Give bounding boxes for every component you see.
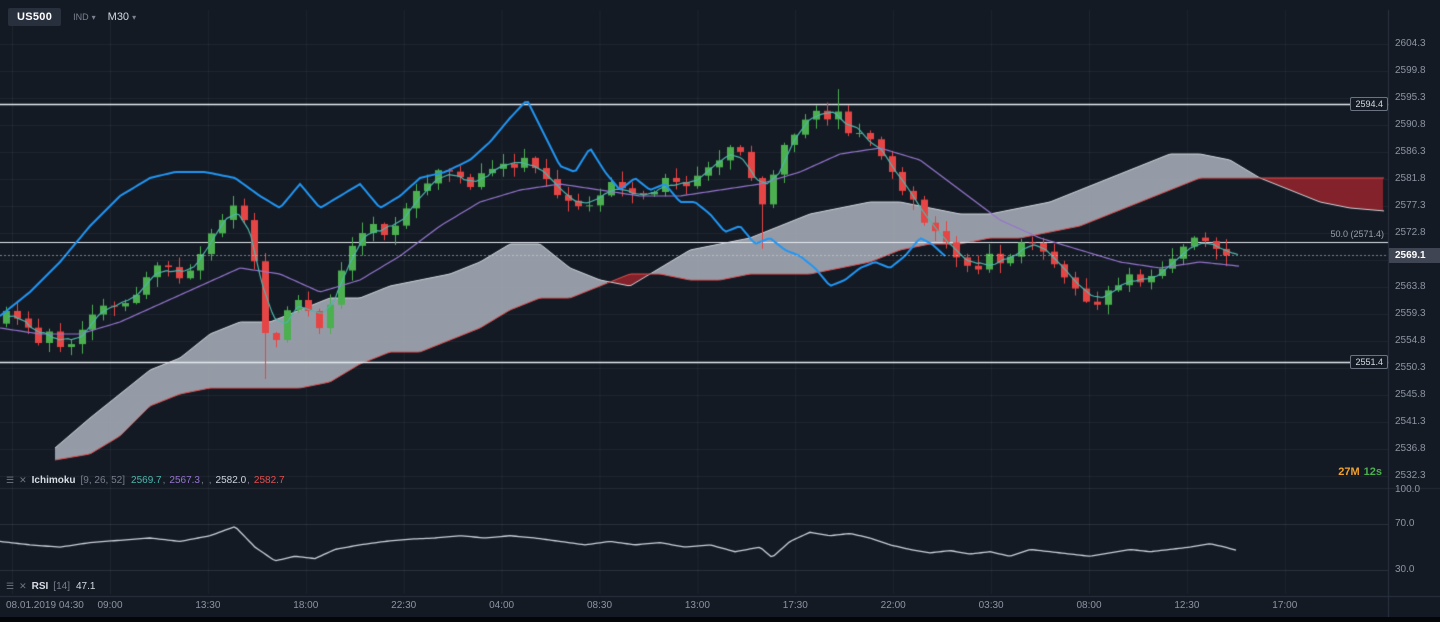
countdown-minutes: 27M bbox=[1338, 466, 1360, 478]
price-tick: 2532.3 bbox=[1395, 470, 1426, 482]
time-axis[interactable]: 08.01.2019 04:30 09:00 13:30 18:00 22:30 04:0… bbox=[0, 598, 1388, 618]
price-tick: 2590.8 bbox=[1395, 119, 1426, 131]
time-label: 08:30 bbox=[586, 600, 613, 611]
ichimoku-value-tenkan: 2569.7 bbox=[131, 474, 162, 486]
instrument-type-dropdown[interactable]: IND ▾ bbox=[73, 12, 96, 22]
time-label: 13:30 bbox=[195, 600, 221, 611]
rsi-tick: 30.0 bbox=[1395, 564, 1415, 575]
time-label: 17:00 bbox=[1272, 600, 1298, 611]
rsi-tick: 70.0 bbox=[1395, 518, 1415, 530]
price-tick: 2586.3 bbox=[1395, 146, 1426, 158]
window-bottom-strip bbox=[0, 617, 1440, 622]
price-tick: 2545.8 bbox=[1395, 389, 1426, 401]
price-tick: 2595.3 bbox=[1395, 92, 1426, 104]
ichimoku-value-senkou-b: 2582.7 bbox=[253, 474, 285, 486]
time-label: 08.01.2019 04:30 bbox=[6, 600, 84, 611]
value-separator: , bbox=[247, 474, 250, 486]
rsi-title: RSI bbox=[31, 580, 49, 592]
price-tick: 2550.3 bbox=[1395, 362, 1426, 374]
time-label: 13:00 bbox=[684, 600, 710, 611]
value-separator: , bbox=[200, 474, 204, 486]
ichimoku-legend: ☰ ✕ Ichimoku [9, 26, 52] 2569.7, 2567.3,… bbox=[6, 473, 286, 487]
chevron-down-icon: ▾ bbox=[132, 12, 137, 22]
price-tick: 2604.3 bbox=[1395, 38, 1426, 50]
ichimoku-params: [9, 26, 52] bbox=[80, 474, 126, 486]
price-axis[interactable]: 2604.3 2599.8 2595.3 2590.8 2586.3 2581.8 2577… bbox=[1388, 0, 1440, 596]
time-label: 22:30 bbox=[391, 600, 417, 611]
ichimoku-title: Ichimoku bbox=[31, 474, 76, 486]
price-tick: 2554.8 bbox=[1395, 335, 1426, 347]
time-label: 04:00 bbox=[489, 600, 515, 611]
ichimoku-value-kijun: 2567.3 bbox=[169, 474, 200, 486]
candle-countdown: 27M 12s bbox=[1338, 466, 1382, 478]
rsi-value: 47.1 bbox=[75, 580, 96, 592]
time-label: 09:00 bbox=[97, 600, 123, 611]
time-label: 17:30 bbox=[782, 600, 808, 611]
indicator-close-icon[interactable]: ✕ bbox=[19, 580, 27, 591]
rsi-params: [14] bbox=[53, 580, 70, 592]
indicator-menu-icon[interactable]: ☰ bbox=[6, 580, 15, 591]
ichimoku-value-senkou-a: 2582.0 bbox=[215, 474, 247, 486]
rsi-tick: 100.0 bbox=[1395, 484, 1421, 495]
time-label: 18:00 bbox=[293, 600, 319, 611]
price-tick: 2559.3 bbox=[1395, 308, 1426, 320]
rsi-legend: ☰ ✕ RSI [14] 47.1 bbox=[6, 579, 96, 593]
value-separator: , bbox=[162, 474, 166, 486]
price-tick: 2541.3 bbox=[1395, 416, 1426, 428]
timeframe-dropdown[interactable]: M30 ▾ bbox=[108, 11, 136, 23]
indicator-close-icon[interactable]: ✕ bbox=[19, 474, 27, 485]
countdown-seconds: 12s bbox=[1363, 466, 1382, 478]
price-tick: 2581.8 bbox=[1395, 173, 1426, 185]
time-label: 03:30 bbox=[978, 600, 1004, 611]
price-tick: 2563.8 bbox=[1395, 281, 1426, 293]
chevron-down-icon: ▾ bbox=[91, 12, 96, 22]
time-label: 22:00 bbox=[880, 600, 906, 611]
price-tick: 2572.8 bbox=[1395, 227, 1426, 239]
time-label: 12:30 bbox=[1174, 600, 1200, 611]
current-price-badge: 2569.1 bbox=[1389, 248, 1440, 264]
symbol-button[interactable]: US500 bbox=[8, 8, 62, 26]
timeframe-label: M30 bbox=[107, 11, 130, 23]
value-separator: , bbox=[208, 474, 212, 486]
indicator-menu-icon[interactable]: ☰ bbox=[6, 474, 15, 485]
price-tick: 2577.3 bbox=[1395, 200, 1426, 212]
time-label: 08:00 bbox=[1076, 600, 1102, 611]
chart-toolbar: US500 IND ▾ M30 ▾ bbox=[8, 8, 136, 26]
price-tick: 2536.8 bbox=[1395, 443, 1426, 455]
price-tick: 2599.8 bbox=[1395, 65, 1426, 77]
instrument-type-label: IND bbox=[73, 12, 89, 22]
